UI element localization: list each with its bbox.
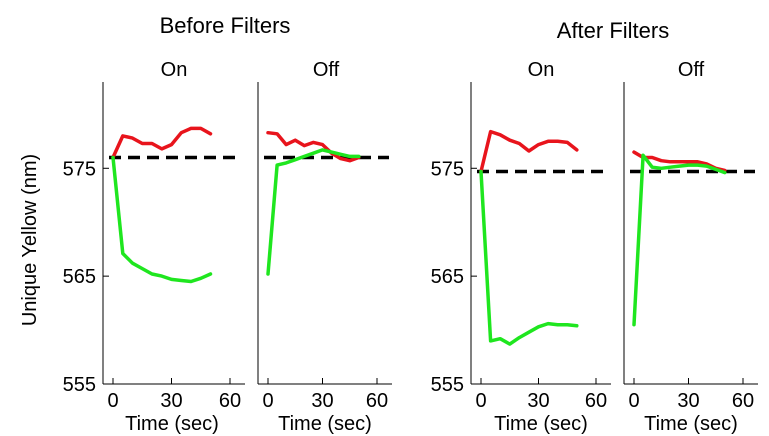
panel-2: 0 30 60 (257, 82, 392, 412)
x-tick-label: 30 (527, 390, 549, 412)
x-tick-label: 30 (160, 390, 182, 412)
green-series-line (266, 148, 361, 276)
panel-title-before-on: On (161, 59, 188, 81)
green-series-line (479, 169, 579, 346)
x-axis-label-3: Time (sec) (494, 413, 588, 435)
green-series-line (632, 153, 727, 327)
x-tick-label: 60 (732, 390, 754, 412)
x-tick-label: 0 (475, 390, 486, 412)
y-tick-label: 575 (63, 158, 96, 180)
x-tick-label: 0 (107, 390, 118, 412)
x-tick-label: 60 (366, 390, 388, 412)
red-series-line (479, 129, 579, 174)
x-tick-label: 30 (677, 390, 699, 412)
panel-4: 0 30 60 (623, 82, 758, 412)
panel-title-after-off: Off (678, 59, 705, 81)
green-series-line (111, 155, 213, 284)
red-series-line (266, 130, 361, 163)
y-tick-label: 555 (63, 374, 96, 396)
panel-title-after-on: On (528, 59, 555, 81)
x-tick-label: 0 (262, 390, 273, 412)
x-tick-label: 0 (628, 390, 639, 412)
y-tick-label: 555 (431, 374, 464, 396)
panel-title-before-off: Off (313, 59, 340, 81)
group-title-before: Before Filters (160, 13, 291, 38)
x-axis-label-4: Time (sec) (644, 413, 738, 435)
panels: 0 30 60 555 565 575 0 30 60 0 30 60 555 565 575 0 30 60 (63, 82, 758, 412)
panel-1: 0 30 60 555 565 575 (63, 82, 245, 412)
y-tick-label: 565 (63, 266, 96, 288)
x-tick-label: 60 (585, 390, 607, 412)
x-axis-label-1: Time (sec) (125, 413, 219, 435)
y-tick-label: 565 (431, 266, 464, 288)
group-title-after: After Filters (557, 18, 669, 43)
x-tick-label: 30 (311, 390, 333, 412)
red-series-line (111, 126, 213, 160)
y-tick-label: 575 (431, 158, 464, 180)
y-axis-label: Unique Yellow (nm) (19, 154, 41, 326)
x-tick-label: 60 (219, 390, 241, 412)
x-axis-label-2: Time (sec) (278, 413, 372, 435)
panel-3: 0 30 60 555 565 575 (431, 82, 611, 412)
